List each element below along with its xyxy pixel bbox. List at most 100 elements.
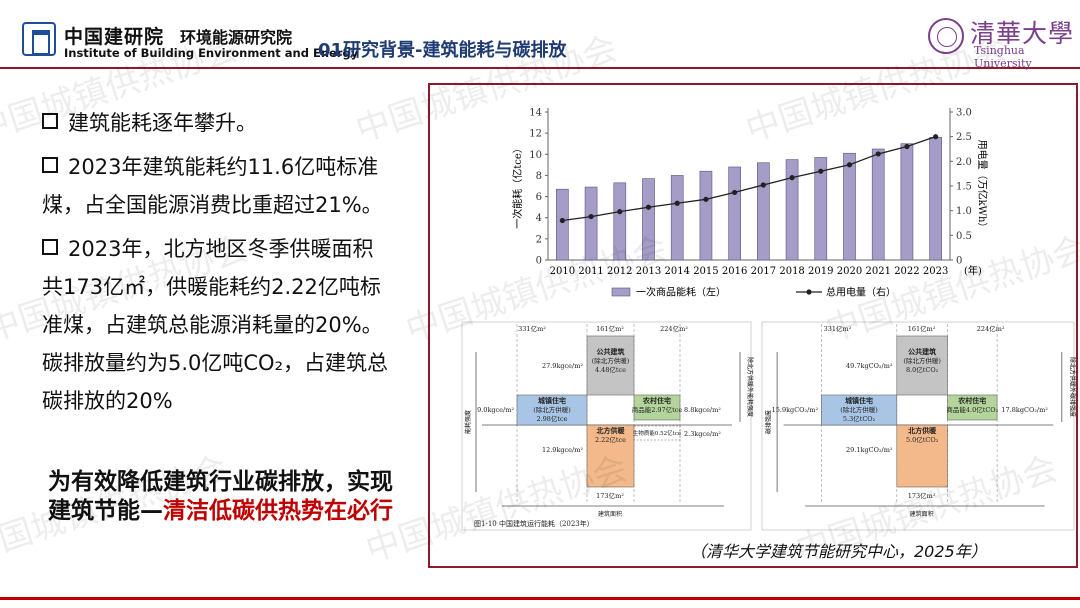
watermark: 中国城镇供热协会 bbox=[0, 228, 252, 350]
x-unit: (年) bbox=[964, 264, 982, 277]
biomass-block bbox=[633, 425, 681, 441]
sector-block bbox=[896, 424, 948, 488]
block-name: 公共建筑 bbox=[597, 347, 625, 356]
x-tick-label: 2017 bbox=[751, 266, 776, 277]
line bbox=[562, 136, 936, 222]
y-tick-label: 0.5 bbox=[956, 231, 972, 242]
legend-swatch bbox=[806, 289, 812, 295]
legend-label: 一次商品能耗（左） bbox=[636, 286, 726, 299]
bar bbox=[556, 188, 569, 261]
point bbox=[617, 209, 623, 215]
block-value: 2.22亿tce bbox=[595, 435, 626, 444]
y-tick-label: 2.5 bbox=[956, 132, 972, 143]
axis-title: 碳排强度 bbox=[765, 410, 773, 434]
intensity-label: 27.9kgce/m² bbox=[542, 362, 583, 370]
bullet-list: 建筑能耗逐年攀升。 2023年建筑能耗约11.6亿吨标准煤，占全国能源消费比重超… bbox=[42, 104, 392, 426]
point bbox=[674, 200, 680, 206]
block-name: 北方供暖 bbox=[908, 426, 937, 435]
axis-title: 建筑面积 bbox=[910, 510, 934, 518]
intensity-label: 2.3kgce/m² bbox=[684, 430, 721, 438]
university-seal bbox=[928, 18, 964, 54]
x-tick-label: 2013 bbox=[636, 266, 661, 277]
point bbox=[559, 217, 565, 224]
sector-block bbox=[586, 424, 635, 488]
intensity-label: 29.1kgCO₂/m² bbox=[846, 446, 893, 454]
point bbox=[732, 189, 738, 196]
intensity-label: 8.8kgce/m² bbox=[684, 406, 721, 414]
figure-panel bbox=[428, 83, 1078, 568]
y-tick-label: 2.0 bbox=[956, 157, 972, 168]
source-caption: （清华大学建筑节能研究中心，2025年） bbox=[690, 542, 987, 561]
legend-label: 总用电量（右） bbox=[826, 286, 896, 299]
footer-rule bbox=[0, 597, 1080, 600]
bullet-text: 2023年，北方地区冬季供暖面积共173亿㎡，供暖能耗约2.22亿吨标准煤，占建… bbox=[42, 237, 389, 413]
watermark: 中国城镇供热协会 bbox=[0, 28, 242, 150]
bullet: 2023年，北方地区冬季供暖面积共173亿㎡，供暖能耗约2.22亿吨标准煤，占建… bbox=[42, 230, 392, 420]
block-value: 5.3亿tCO₂ bbox=[843, 414, 876, 423]
block-value: 4.48亿tce bbox=[595, 365, 626, 374]
bar bbox=[785, 159, 799, 261]
x-tick-label: 2018 bbox=[779, 266, 804, 277]
intensity-label: 15.9kgCO₂/m² bbox=[772, 406, 819, 414]
point bbox=[933, 134, 939, 140]
conclusion: 为有效降低建筑行业碳排放，实现建筑节能—清洁低碳供热势在必行 bbox=[48, 468, 398, 526]
diagram-frame bbox=[461, 321, 752, 531]
block-name: 农村住宅 bbox=[957, 396, 986, 405]
biomass-label: 生物质能0.52亿tce bbox=[633, 429, 681, 437]
point bbox=[875, 151, 881, 157]
bar bbox=[757, 162, 770, 261]
x-tick-label: 2022 bbox=[894, 266, 919, 277]
y-tick-label: 0 bbox=[536, 256, 542, 267]
block-note: (除北方供暖) bbox=[592, 356, 630, 365]
block-note: (除北方供暖) bbox=[533, 405, 571, 414]
intensity-label: 9.0kgce/m² bbox=[477, 406, 514, 414]
bar bbox=[929, 137, 942, 261]
x-tick-label: 2021 bbox=[865, 266, 890, 277]
intensity-label: 49.7kgCO₂/m² bbox=[846, 362, 893, 370]
y-tick-label: 1.0 bbox=[956, 206, 972, 217]
y-tick-label: 1.5 bbox=[956, 182, 972, 193]
axis-title: 除北方供暖外能耗强度 bbox=[746, 357, 754, 417]
sector-block bbox=[821, 394, 898, 426]
watermark: 中国城镇供热协会 bbox=[0, 448, 232, 570]
intensity-label: 12.9kgce/m² bbox=[542, 446, 583, 454]
sector-block bbox=[586, 335, 635, 396]
block-value: 8.0亿tCO₂ bbox=[906, 365, 939, 374]
point bbox=[904, 143, 910, 150]
x-tick-label: 2010 bbox=[550, 266, 575, 277]
bullet-text: 2023年建筑能耗约11.6亿吨标准煤，占全国能源消费比重超过21%。 bbox=[42, 155, 383, 217]
axis-title: 能耗强度 bbox=[464, 410, 472, 434]
sector-block bbox=[947, 394, 998, 421]
axis-title: 除北方供暖外碳排强度 bbox=[1068, 357, 1076, 417]
block-note: (除北方供暖) bbox=[903, 356, 941, 365]
point bbox=[588, 213, 594, 220]
sector-block bbox=[896, 335, 948, 396]
bar bbox=[670, 175, 684, 261]
y-tick-label: 6 bbox=[536, 192, 542, 203]
point bbox=[760, 182, 766, 188]
block-name: 城镇住宅 bbox=[538, 396, 566, 405]
y-tick-label: 14 bbox=[529, 108, 542, 119]
block-name: 农村住宅 bbox=[642, 396, 671, 405]
sector-block bbox=[516, 394, 588, 426]
intensity-label: 17.8kgCO₂/m² bbox=[1001, 406, 1048, 414]
diagram-frame bbox=[761, 321, 1075, 531]
point bbox=[789, 175, 795, 181]
x-tick-label: 2020 bbox=[837, 266, 862, 277]
org-english: Institute of Building Environment and En… bbox=[64, 46, 359, 60]
legend-swatch bbox=[611, 287, 631, 297]
university-english: Tsinghua University bbox=[974, 44, 1032, 70]
block-value: 5.0亿tCO₂ bbox=[906, 435, 939, 444]
block-value: 商品能2.97亿tce bbox=[632, 405, 683, 414]
slide-title: 01研究背景-建筑能耗与碳排放 bbox=[318, 40, 567, 61]
block-name: 城镇住宅 bbox=[845, 396, 873, 405]
x-tick-label: 2011 bbox=[578, 266, 603, 277]
y-axis-title: 一次能耗（亿tce） bbox=[511, 143, 524, 229]
bar bbox=[814, 157, 828, 261]
university-name: 清華大學 bbox=[970, 19, 1075, 48]
x-tick-label: 2019 bbox=[808, 266, 833, 277]
bar bbox=[584, 186, 598, 261]
org-subname: 环境能源研究院 bbox=[180, 28, 293, 47]
bar bbox=[900, 143, 914, 261]
area-label: 161亿m² bbox=[908, 324, 936, 333]
